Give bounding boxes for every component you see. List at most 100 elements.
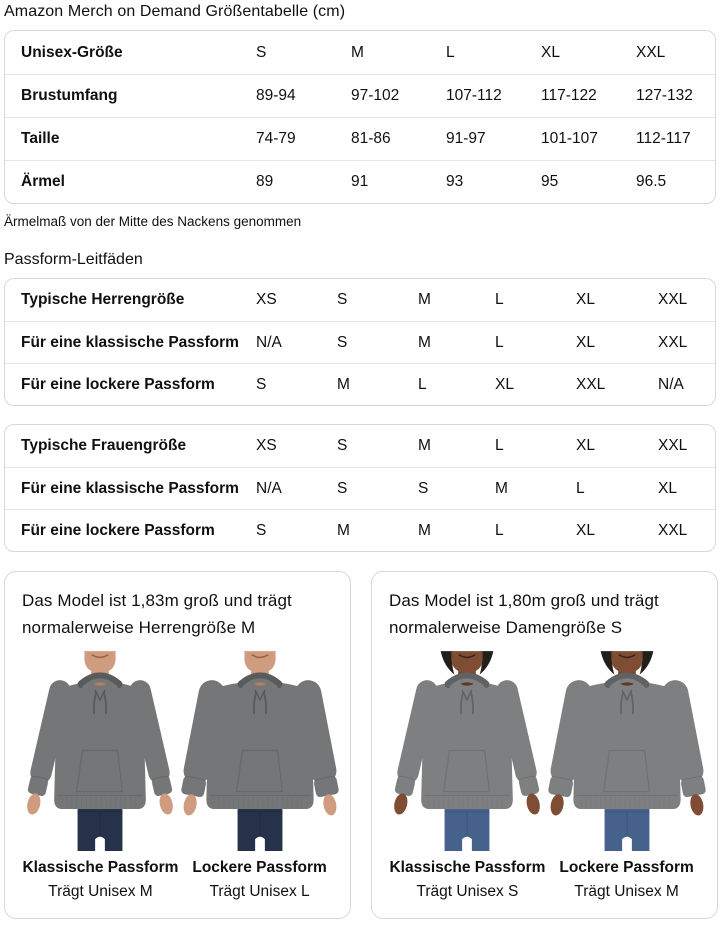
cell-value: S <box>337 291 348 308</box>
cell-value: XXL <box>658 437 688 454</box>
cell-value: L <box>495 291 504 308</box>
model-card-women: Das Model ist 1,80m groß und trägt norma… <box>371 571 718 919</box>
cell-value: L <box>495 333 504 351</box>
cell-value: S <box>256 375 267 393</box>
model-figure: Klassische Passform Trägt Unisex M <box>22 651 179 902</box>
cell-value: XL <box>658 479 677 497</box>
cell-value: 93 <box>446 173 464 190</box>
model-cards: Das Model ist 1,83m groß und trägt norma… <box>4 571 718 919</box>
figure-fit-label: Lockere Passform <box>192 859 327 876</box>
cell-value: M <box>418 291 431 308</box>
cell-value: S <box>256 43 267 61</box>
cell-value: XL <box>576 437 595 454</box>
cell-value: M <box>418 521 431 539</box>
figure-size-label: Trägt Unisex M <box>574 883 679 900</box>
cell-value: M <box>418 437 431 454</box>
figures-row: Klassische Passform Trägt Unisex S <box>389 651 706 902</box>
figure-fit-label: Lockere Passform <box>559 859 694 876</box>
cell-value: 96.5 <box>636 173 667 190</box>
cell-value: XS <box>256 437 277 454</box>
cell-value: XXL <box>658 521 688 539</box>
cell-value: 107-112 <box>446 87 502 104</box>
table-row: Unisex-Größe S M L XL XXL <box>5 31 715 74</box>
cell-value: 81-86 <box>351 130 391 147</box>
table-row: Für eine klassische Passform N/A S M L X… <box>5 321 715 363</box>
cell-value: S <box>337 333 348 351</box>
cell-value: L <box>418 375 427 393</box>
sleeve-measure-note: Ärmelmaß von der Mitte des Nackens genom… <box>4 214 302 229</box>
cell-value: XL <box>576 521 595 539</box>
figure-fit-label: Klassische Passform <box>389 859 546 876</box>
cell-value: XL <box>541 43 560 61</box>
table-row: Taille 74-79 81-86 91-97 101-107 112-117 <box>5 117 715 160</box>
cell-value: M <box>337 375 350 393</box>
figure-size-label: Trägt Unisex S <box>416 883 519 900</box>
cell-value: S <box>337 437 348 454</box>
cell-value: L <box>495 521 504 539</box>
row-label: Taille <box>21 130 60 147</box>
size-table: Unisex-Größe S M L XL XXL Brustumfang 89… <box>4 30 716 204</box>
table-row: Für eine lockere Passform S M L XL XXL N… <box>5 363 715 405</box>
cell-value: 91 <box>351 173 369 190</box>
cell-value: XXL <box>658 291 688 308</box>
cell-value: S <box>256 521 267 539</box>
figure-fit-label: Klassische Passform <box>22 859 179 876</box>
row-label: Typische Frauengröße <box>21 437 187 454</box>
cell-value: XXL <box>576 375 606 393</box>
model-figure: Lockere Passform Trägt Unisex M <box>547 651 706 902</box>
cell-value: M <box>418 333 431 351</box>
cell-value: 95 <box>541 173 559 190</box>
cell-value: N/A <box>256 479 282 497</box>
fit-table-men: Typische Herrengröße XS S M L XL XXL Für… <box>4 278 716 406</box>
table-row: Typische Herrengröße XS S M L XL XXL <box>5 279 715 321</box>
row-label: Brustumfang <box>21 87 118 104</box>
cell-value: XS <box>256 291 277 308</box>
model-figure: Lockere Passform Trägt Unisex L <box>180 651 339 902</box>
cell-value: 74-79 <box>256 130 296 147</box>
cell-value: XL <box>495 375 514 393</box>
cell-value: L <box>446 43 455 61</box>
row-label: Für eine lockere Passform <box>21 375 215 393</box>
figure-size-label: Trägt Unisex L <box>209 883 310 900</box>
table-row: Typische Frauengröße XS S M L XL XXL <box>5 425 715 467</box>
cell-value: XL <box>576 333 595 351</box>
model-description: Das Model ist 1,83m groß und trägt norma… <box>22 591 292 637</box>
figures-row: Klassische Passform Trägt Unisex M <box>22 651 339 902</box>
cell-value: S <box>418 479 429 497</box>
cell-value: XL <box>576 291 595 308</box>
fit-table-women: Typische Frauengröße XS S M L XL XXL Für… <box>4 424 716 552</box>
row-label: Für eine klassische Passform <box>21 333 239 351</box>
cell-value: 89 <box>256 173 274 190</box>
model-description: Das Model ist 1,80m groß und trägt norma… <box>389 591 659 637</box>
cell-value: 91-97 <box>446 130 486 147</box>
cell-value: 112-117 <box>636 130 691 147</box>
model-photo-classic <box>389 651 545 851</box>
row-label: Unisex-Größe <box>21 43 123 61</box>
row-label: Für eine klassische Passform <box>21 479 239 497</box>
cell-value: 101-107 <box>541 130 598 147</box>
cell-value: M <box>495 479 508 497</box>
table-row: Ärmel 89 91 93 95 96.5 <box>5 160 715 203</box>
table-row: Für eine lockere Passform S M M L XL XXL <box>5 509 715 551</box>
table-row: Für eine klassische Passform N/A S S M L… <box>5 467 715 509</box>
model-photo-loose <box>547 651 706 851</box>
cell-value: 117-122 <box>541 87 597 104</box>
cell-value: XXL <box>658 333 688 351</box>
row-label: Für eine lockere Passform <box>21 521 215 539</box>
model-photo-loose <box>180 651 339 851</box>
cell-value: L <box>576 479 585 497</box>
table-row: Brustumfang 89-94 97-102 107-112 117-122… <box>5 74 715 117</box>
cell-value: N/A <box>256 333 282 351</box>
model-card-men: Das Model ist 1,83m groß und trägt norma… <box>4 571 351 919</box>
cell-value: S <box>337 479 348 497</box>
cell-value: XXL <box>636 43 666 61</box>
cell-value: L <box>495 437 504 454</box>
page-title: Amazon Merch on Demand Größentabelle (cm… <box>4 3 346 20</box>
cell-value: N/A <box>658 375 684 393</box>
cell-value: 97-102 <box>351 87 400 104</box>
model-photo-classic <box>22 651 178 851</box>
cell-value: 89-94 <box>256 87 296 104</box>
cell-value: 127-132 <box>636 87 693 104</box>
fit-guides-heading: Passform-Leitfäden <box>4 251 143 268</box>
row-label: Ärmel <box>21 173 65 190</box>
